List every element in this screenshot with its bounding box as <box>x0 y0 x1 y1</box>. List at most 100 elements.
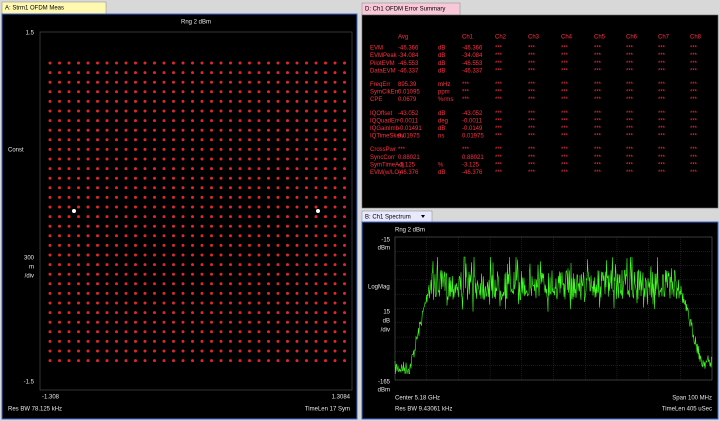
point <box>314 109 318 113</box>
point <box>295 215 299 219</box>
cell: *** <box>561 82 569 88</box>
point <box>229 253 232 257</box>
point <box>219 195 223 199</box>
point <box>314 224 318 228</box>
point <box>238 301 242 305</box>
row-label: SymClkErr <box>370 90 399 96</box>
point <box>248 253 251 257</box>
point <box>333 90 337 94</box>
point <box>105 272 109 276</box>
dropdown-arrow[interactable] <box>421 215 425 218</box>
point <box>229 330 232 334</box>
cell: *** <box>626 118 634 124</box>
point <box>257 138 261 142</box>
cell: *** <box>528 82 536 88</box>
point <box>96 205 99 209</box>
point <box>124 253 128 257</box>
point <box>96 138 99 142</box>
point <box>333 119 337 123</box>
point <box>143 157 147 161</box>
point <box>276 224 280 228</box>
point <box>134 224 137 228</box>
point <box>115 243 118 247</box>
point <box>162 205 166 209</box>
point <box>200 234 204 238</box>
cell: *** <box>495 90 503 96</box>
point <box>181 195 185 199</box>
point <box>86 253 90 257</box>
point <box>58 99 61 103</box>
cell: *** <box>495 147 503 153</box>
point <box>86 330 90 334</box>
tab-title[interactable]: A: Strm1 OFDM Meas <box>5 6 64 12</box>
point <box>181 272 185 276</box>
point <box>286 138 289 142</box>
column-header: Ch3 <box>528 35 540 41</box>
point <box>238 147 242 151</box>
point <box>96 176 99 180</box>
point <box>295 147 299 151</box>
cell: deg <box>438 118 448 124</box>
point <box>286 61 289 65</box>
point <box>314 176 318 180</box>
point <box>67 167 71 171</box>
point <box>305 311 308 315</box>
point <box>105 349 109 353</box>
point <box>305 282 308 286</box>
point <box>48 205 52 209</box>
cell: *** <box>658 61 666 67</box>
point <box>343 176 346 180</box>
point <box>314 128 318 132</box>
point <box>162 215 166 219</box>
point <box>229 349 232 353</box>
point <box>257 109 261 113</box>
point <box>124 291 128 295</box>
point <box>105 224 109 228</box>
point <box>58 243 61 247</box>
point <box>276 215 280 219</box>
point <box>162 349 166 353</box>
point <box>229 282 232 286</box>
point <box>219 71 223 75</box>
point <box>333 330 337 334</box>
point <box>134 272 137 276</box>
point <box>105 157 109 161</box>
point <box>333 147 337 151</box>
point <box>115 157 118 161</box>
point <box>77 61 80 65</box>
cell: *** <box>495 118 503 124</box>
point <box>305 263 308 267</box>
tab-title[interactable]: B: Ch1 Spectrum <box>365 215 411 221</box>
cell: *** <box>658 118 666 124</box>
point <box>267 205 270 209</box>
point <box>162 138 166 142</box>
point <box>105 282 109 286</box>
scale: 300 <box>24 256 35 262</box>
point <box>238 90 242 94</box>
point <box>86 167 90 171</box>
point <box>248 71 251 75</box>
point <box>134 176 137 180</box>
point <box>324 138 327 142</box>
cell: *** <box>561 162 569 168</box>
point <box>305 71 308 75</box>
point <box>257 282 261 286</box>
point <box>105 291 109 295</box>
cell: -43.052 <box>398 111 419 117</box>
cell: *** <box>658 162 666 168</box>
tab-title[interactable]: D: Ch1 OFDM Error Summary <box>365 7 445 13</box>
point <box>162 186 166 190</box>
point <box>219 99 223 103</box>
column-header: Ch8 <box>690 35 702 41</box>
point <box>229 176 232 180</box>
point <box>153 234 156 238</box>
point <box>219 157 223 161</box>
cell: *** <box>626 155 634 161</box>
point <box>257 147 261 151</box>
point <box>124 90 128 94</box>
cell: *** <box>495 170 503 176</box>
point <box>67 301 71 305</box>
point <box>77 282 80 286</box>
panel <box>1 13 358 420</box>
point <box>115 301 118 305</box>
